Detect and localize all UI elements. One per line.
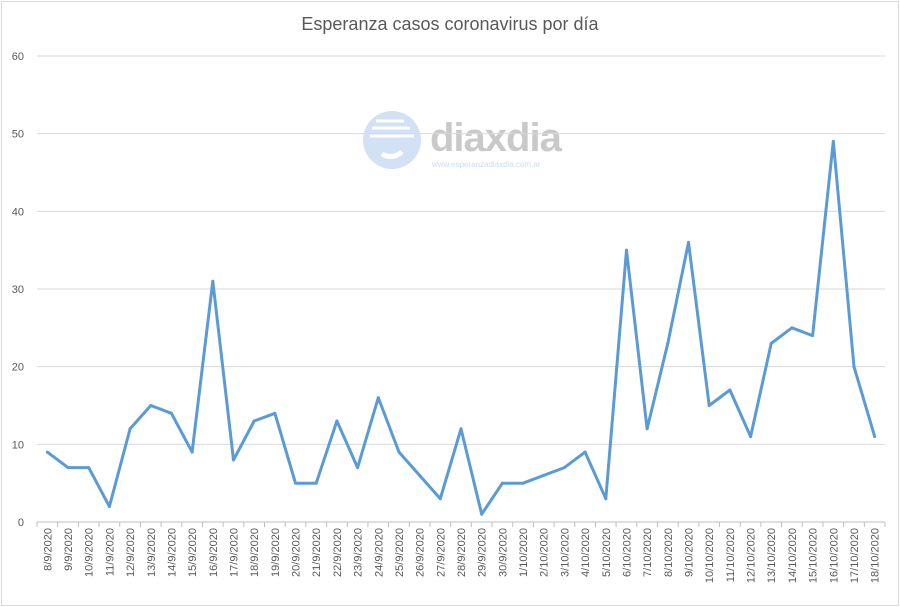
x-tick-label: 28/9/2020: [456, 528, 468, 577]
x-tick-label: 5/10/2020: [601, 528, 613, 577]
x-tick-label: 21/9/2020: [311, 528, 323, 577]
x-tick-label: 11/10/2020: [725, 528, 737, 582]
x-tick-label: 12/9/2020: [125, 528, 137, 577]
data-point: [749, 435, 753, 439]
data-point: [128, 427, 132, 431]
x-tick-label: 2/10/2020: [539, 528, 551, 577]
y-tick-label: 0: [18, 517, 24, 529]
x-tick-label: 15/10/2020: [808, 528, 820, 583]
data-point: [645, 427, 649, 431]
data-point: [45, 450, 49, 454]
x-tick-label: 4/10/2020: [580, 528, 592, 577]
data-point: [107, 504, 111, 508]
x-tick-label: 9/9/2020: [63, 528, 75, 571]
data-point: [852, 365, 856, 369]
data-point: [811, 334, 815, 338]
data-point: [500, 481, 504, 485]
data-point: [831, 139, 835, 143]
x-tick-label: 9/10/2020: [684, 528, 696, 577]
data-point: [252, 419, 256, 423]
data-point: [873, 435, 877, 439]
data-point: [624, 248, 628, 252]
data-point: [604, 497, 608, 501]
y-tick-label: 60: [12, 51, 24, 63]
x-tick-label: 18/10/2020: [870, 528, 882, 583]
data-point: [790, 326, 794, 330]
data-point: [211, 279, 215, 283]
x-tick-label: 22/9/2020: [332, 528, 344, 577]
data-point: [190, 450, 194, 454]
y-tick-label: 10: [12, 439, 24, 451]
data-point: [583, 450, 587, 454]
x-tick-label: 17/9/2020: [228, 528, 240, 577]
x-tick-label: 8/10/2020: [663, 528, 675, 577]
x-tick-label: 16/10/2020: [828, 528, 840, 583]
x-tick-label: 19/9/2020: [270, 528, 282, 577]
x-tick-label: 10/9/2020: [84, 528, 96, 577]
x-tick-label: 30/9/2020: [497, 528, 509, 577]
x-tick-label: 18/9/2020: [249, 528, 261, 577]
data-point: [459, 427, 463, 431]
data-point: [149, 404, 153, 407]
x-tick-label: 23/9/2020: [353, 528, 365, 577]
y-tick-label: 30: [12, 284, 24, 296]
x-tick-label: 17/10/2020: [849, 528, 861, 583]
data-point: [769, 341, 773, 345]
data-point: [169, 411, 173, 415]
data-point: [294, 481, 298, 485]
watermark-brand: diaxdia: [430, 116, 562, 160]
x-tick-label: 25/9/2020: [394, 528, 406, 577]
data-point: [87, 466, 91, 470]
data-point: [335, 419, 339, 423]
x-tick-label: 8/9/2020: [42, 528, 54, 571]
x-tick-label: 13/10/2020: [766, 528, 778, 583]
data-point: [521, 481, 525, 485]
data-point: [687, 240, 691, 244]
data-point: [666, 341, 670, 345]
data-point: [356, 466, 360, 470]
x-tick-label: 14/10/2020: [787, 528, 799, 583]
data-point: [562, 466, 566, 470]
x-tick-label: 7/10/2020: [642, 528, 654, 577]
data-point: [397, 450, 401, 454]
x-tick-label: 3/10/2020: [559, 528, 571, 577]
x-tick-label: 12/10/2020: [746, 528, 758, 583]
data-point: [728, 388, 732, 392]
x-tick-label: 6/10/2020: [621, 528, 633, 577]
data-point: [542, 473, 546, 477]
x-tick-label: 24/9/2020: [373, 528, 385, 577]
x-tick-label: 1/10/2020: [518, 528, 530, 577]
y-tick-label: 50: [12, 129, 24, 141]
data-point: [438, 497, 442, 501]
x-tick-label: 20/9/2020: [291, 528, 303, 577]
data-point: [376, 396, 380, 400]
watermark-url: www.esperanzadiaxdia.com.ar: [432, 160, 541, 169]
data-point: [480, 512, 484, 516]
x-tick-label: 27/9/2020: [435, 528, 447, 577]
x-tick-label: 16/9/2020: [208, 528, 220, 577]
series-line: [46, 139, 877, 516]
watermark-logo: diaxdia www.esperanzadiaxdia.com.ar: [362, 108, 562, 177]
data-point: [418, 473, 422, 477]
data-point: [231, 458, 235, 462]
data-point: [66, 466, 70, 470]
x-tick-label: 15/9/2020: [187, 528, 199, 577]
y-tick-label: 20: [12, 362, 24, 374]
watermark-e-icon: [363, 111, 421, 169]
x-tick-label: 26/9/2020: [415, 528, 427, 577]
chart-title: Esperanza casos coronavirus por día: [301, 14, 599, 34]
x-tick-label: 29/9/2020: [477, 528, 489, 577]
x-tick-label: 14/9/2020: [166, 528, 178, 577]
data-point: [707, 404, 711, 407]
y-tick-label: 40: [12, 206, 24, 218]
data-point: [314, 481, 318, 485]
data-point: [273, 411, 277, 415]
x-tick-label: 11/9/2020: [104, 528, 116, 576]
x-tick-label: 10/10/2020: [704, 528, 716, 583]
x-tick-label: 13/9/2020: [146, 528, 158, 577]
